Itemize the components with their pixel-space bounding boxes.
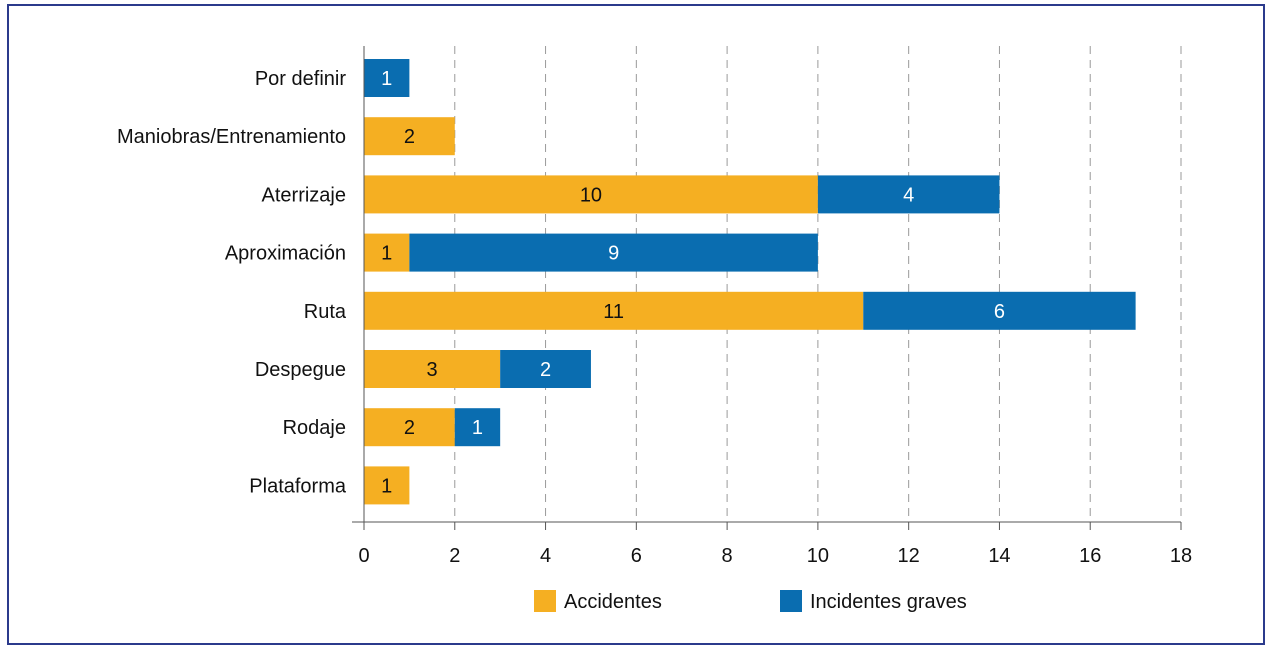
bar-value-label: 10: [580, 184, 602, 206]
category-label: Plataforma: [249, 475, 347, 497]
x-tick-label: 12: [898, 545, 920, 567]
bar-segment: [454, 408, 501, 447]
bar-value-label: 1: [381, 68, 392, 90]
bar-value-label: 2: [404, 417, 415, 439]
x-tick-label: 2: [449, 545, 460, 567]
category-label: Rodaje: [283, 417, 346, 439]
bar-value-label: 9: [608, 243, 619, 265]
bar-segment: [863, 291, 1136, 330]
bar-segment: [817, 175, 1000, 214]
category-label: Ruta: [304, 301, 347, 323]
bar-value-label: 1: [381, 243, 392, 265]
x-tick-label: 6: [631, 545, 642, 567]
bar-value-label: 11: [603, 301, 624, 323]
bar-value-label: 1: [381, 475, 392, 497]
bar-segment: [364, 466, 410, 505]
x-tick-label: 16: [1079, 545, 1101, 567]
category-label: Aproximación: [225, 243, 346, 265]
bar-value-label: 2: [404, 126, 415, 148]
bar-segment: [409, 233, 818, 272]
category-label: Por definir: [255, 68, 346, 90]
bar-segment: [364, 408, 455, 447]
legend-label: Incidentes graves: [810, 591, 967, 613]
bar-value-label: 3: [427, 359, 438, 381]
bar-value-label: 6: [994, 301, 1005, 323]
bar-segment: [364, 59, 410, 97]
bar-value-label: 1: [472, 417, 483, 439]
bar-segment: [364, 291, 864, 330]
legend-label: Accidentes: [564, 591, 662, 613]
legend-swatch: [780, 590, 802, 612]
labels: Por definir 1 Maniobras/Entrenamiento 2 Ater…: [117, 68, 1005, 497]
bar-segment: [364, 350, 501, 388]
legend-swatch: [534, 590, 556, 612]
x-tick-label: 8: [722, 545, 733, 567]
category-label: Maniobras/Entrenamiento: [117, 126, 346, 148]
bar-segment: [364, 175, 818, 214]
category-label: Aterrizaje: [262, 184, 346, 206]
x-tick-label: 10: [807, 545, 829, 567]
x-tick-label: 0: [358, 545, 369, 567]
bar-segment: [364, 233, 410, 272]
x-tick-label: 4: [540, 545, 551, 567]
bar-value-label: 4: [903, 184, 914, 206]
bar-segment: [500, 350, 591, 388]
x-tick-label: 18: [1170, 545, 1192, 567]
bar-segment: [364, 117, 455, 156]
bars: [364, 59, 1136, 505]
bar-value-label: 2: [540, 359, 551, 381]
grid-lines: [454, 46, 1182, 522]
legend: Accidentes Incidentes graves: [534, 590, 967, 613]
axes: 0 2 4 6 8 10 12 14 16 18: [352, 46, 1192, 567]
x-tick-label: 14: [988, 545, 1010, 567]
category-label: Despegue: [255, 359, 346, 381]
